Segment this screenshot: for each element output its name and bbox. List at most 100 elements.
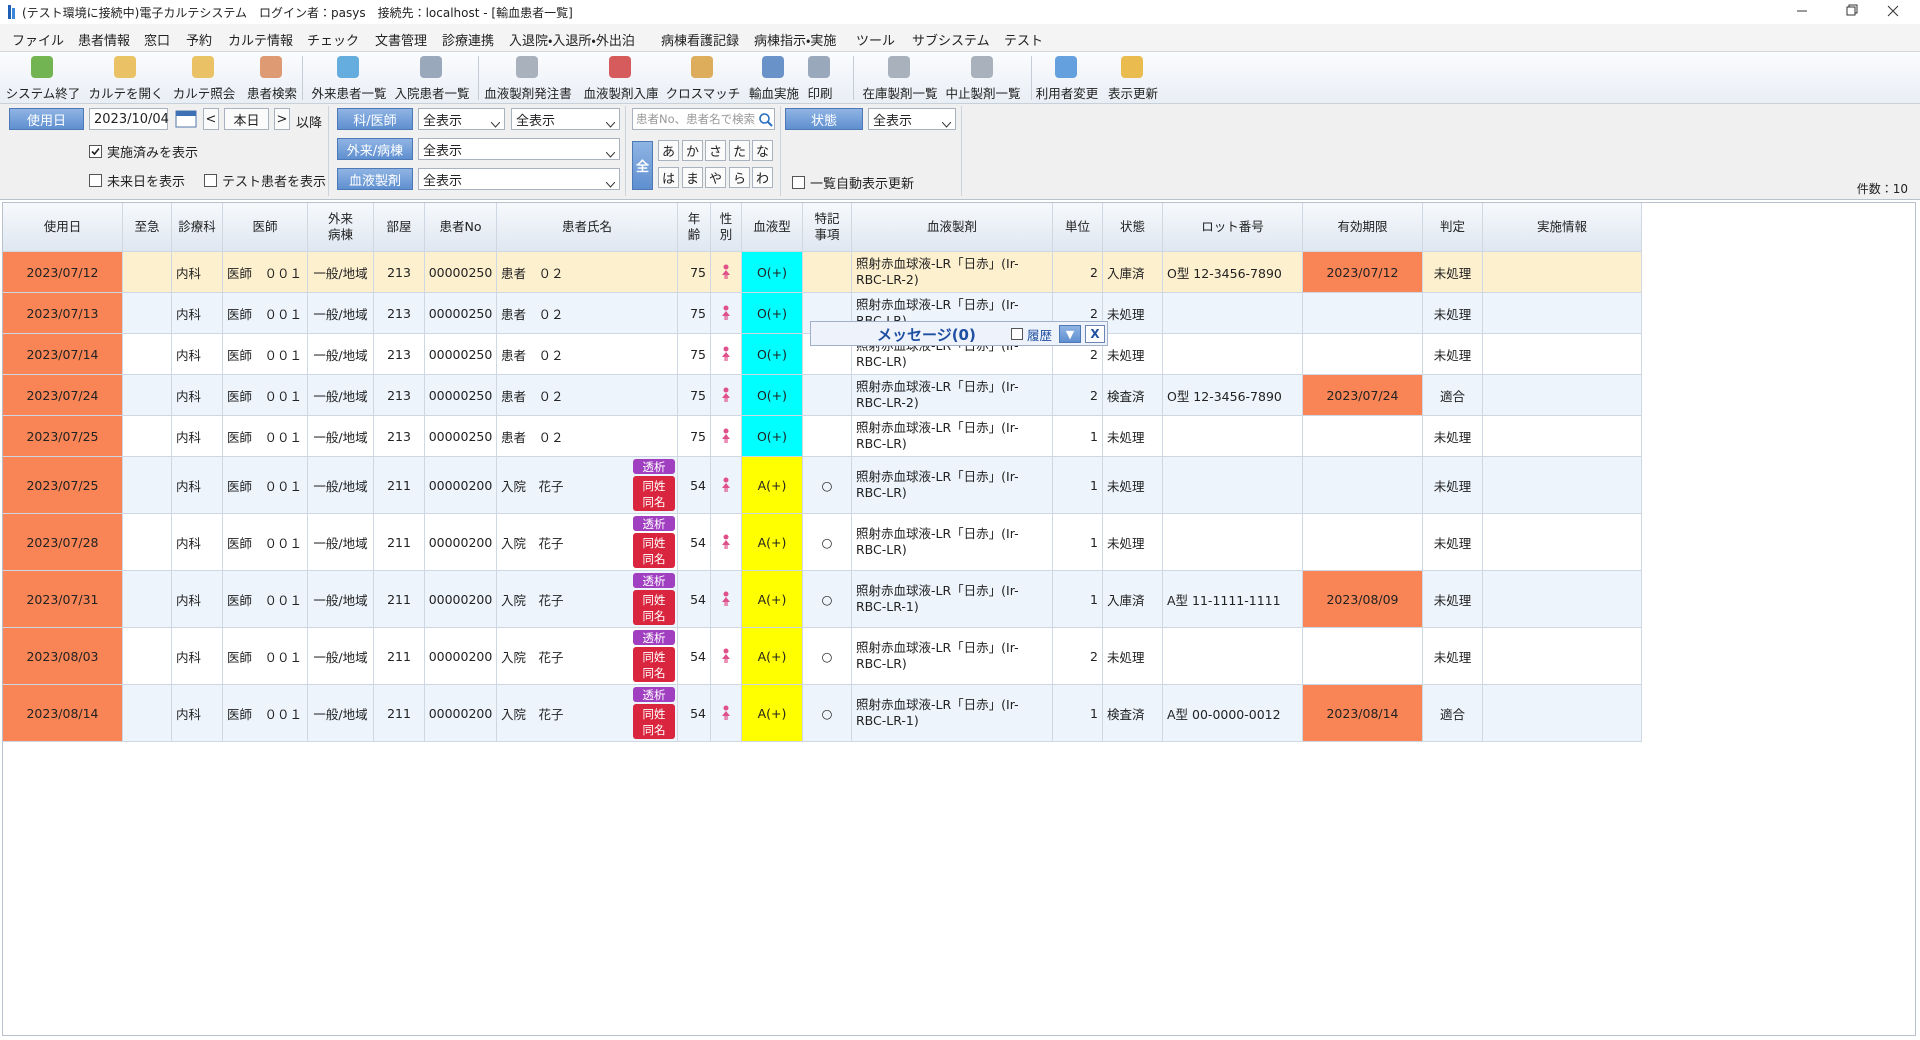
- menu-item[interactable]: ツール: [856, 34, 896, 49]
- history-checkbox[interactable]: 履歴: [1011, 326, 1053, 343]
- column-header[interactable]: 血液製剤: [852, 203, 1053, 252]
- ward-text: 一般/地域: [313, 592, 368, 608]
- column-header[interactable]: 特記 事項: [803, 203, 852, 252]
- toolbar-button[interactable]: 外来患者一覧: [307, 54, 391, 102]
- column-header[interactable]: 血液型: [742, 203, 803, 252]
- menu-item[interactable]: チェック: [307, 34, 360, 49]
- column-header[interactable]: ロット番号: [1163, 203, 1303, 252]
- judgment-text: 未処理: [1433, 592, 1472, 608]
- menu-item[interactable]: 文書管理: [375, 34, 428, 49]
- window-controls[interactable]: [1790, 0, 1920, 24]
- column-header[interactable]: 使用日: [3, 203, 123, 252]
- kana-all-button[interactable]: 全: [632, 141, 653, 190]
- filter-button[interactable]: 血液製剤: [337, 168, 413, 190]
- small-button[interactable]: ら: [729, 167, 750, 188]
- toolbar-button[interactable]: カルテを開く: [84, 54, 168, 102]
- table-cell: 一般/地域: [308, 375, 374, 416]
- toolbar-button[interactable]: 患者検索: [230, 54, 314, 102]
- toolbar-button[interactable]: 印刷: [778, 54, 862, 102]
- small-button[interactable]: >: [274, 108, 290, 130]
- small-button[interactable]: な: [752, 140, 773, 161]
- small-button[interactable]: 本日: [224, 108, 269, 130]
- column-header[interactable]: 年 齢: [678, 203, 711, 252]
- select-box[interactable]: 全表示: [868, 108, 956, 130]
- filter-button[interactable]: 科/医師: [337, 108, 413, 130]
- menu-item[interactable]: 窓口: [144, 34, 171, 49]
- toolbar-button[interactable]: 利用者変更: [1025, 54, 1109, 102]
- checkbox[interactable]: 実施済みを表示: [89, 143, 198, 161]
- menu-item[interactable]: カルテ情報: [228, 34, 294, 49]
- checkbox-label: 履歴: [1027, 327, 1053, 343]
- toolbar-button[interactable]: 中止製剤一覧: [941, 54, 1025, 102]
- menu-item[interactable]: 予約: [186, 34, 213, 49]
- small-button[interactable]: <: [203, 108, 219, 130]
- special-text: ○: [821, 477, 833, 493]
- column-header[interactable]: 性 別: [711, 203, 742, 252]
- column-header[interactable]: 医師: [223, 203, 308, 252]
- checkbox[interactable]: 未来日を表示: [89, 172, 185, 190]
- toolbar-button[interactable]: 在庫製剤一覧: [858, 54, 942, 102]
- column-header[interactable]: 判定: [1423, 203, 1483, 252]
- judgment-text: 未処理: [1433, 649, 1472, 665]
- select-box[interactable]: 全表示: [418, 168, 620, 190]
- date-input[interactable]: 2023/10/04: [89, 108, 169, 130]
- menu-item[interactable]: 患者情報: [78, 34, 131, 49]
- status-text: 未処理: [1107, 535, 1145, 551]
- small-button[interactable]: た: [729, 140, 750, 161]
- filter-button[interactable]: 使用日: [9, 108, 84, 130]
- table-cell: 医師 ００１: [223, 628, 308, 685]
- column-header[interactable]: 部屋: [374, 203, 425, 252]
- toolbar-button[interactable]: クロスマッチ: [661, 54, 745, 102]
- menu-item[interactable]: サブシステム: [912, 34, 990, 49]
- small-button[interactable]: あ: [658, 140, 679, 161]
- filter-button[interactable]: 外来/病棟: [337, 138, 413, 160]
- column-header[interactable]: 状態: [1103, 203, 1163, 252]
- menu-item[interactable]: 診療連携: [442, 34, 495, 49]
- toolbar-button[interactable]: 表示更新: [1091, 54, 1175, 102]
- name-text: 入院 花子: [501, 535, 564, 551]
- small-button[interactable]: さ: [705, 140, 726, 161]
- column-header[interactable]: 患者氏名: [497, 203, 678, 252]
- select-box[interactable]: 全表示: [511, 108, 620, 130]
- date-text: 2023/07/14: [26, 346, 99, 362]
- small-button[interactable]: や: [705, 167, 726, 188]
- menu-item[interactable]: 病棟看護記録: [661, 34, 740, 49]
- select-box[interactable]: 全表示: [418, 138, 620, 160]
- column-header[interactable]: 有効期限: [1303, 203, 1423, 252]
- close-button[interactable]: X: [1085, 325, 1105, 343]
- filter-button[interactable]: 状態: [785, 108, 863, 130]
- toolbar-button[interactable]: 血液製剤入庫: [579, 54, 663, 102]
- column-header[interactable]: 診療科: [172, 203, 223, 252]
- toolbar-button[interactable]: 輸血実施: [732, 54, 816, 102]
- toolbar-label: 中止製剤一覧: [945, 86, 1021, 101]
- checkbox[interactable]: 一覧自動表示更新: [792, 174, 914, 192]
- select-box[interactable]: 全表示: [418, 108, 505, 130]
- small-button[interactable]: か: [682, 140, 703, 161]
- search-box[interactable]: 患者No、患者名で検索: [632, 108, 775, 130]
- small-button[interactable]: は: [658, 167, 679, 188]
- menu-item[interactable]: ファイル: [12, 34, 65, 49]
- column-header[interactable]: 患者No: [425, 203, 497, 252]
- column-header[interactable]: 至急: [123, 203, 172, 252]
- table-cell: ○: [803, 628, 852, 685]
- menu-item[interactable]: 病棟指示・実施: [754, 34, 837, 49]
- table-cell: 内科: [172, 252, 223, 293]
- toggle-button[interactable]: ▼: [1059, 325, 1081, 343]
- small-button[interactable]: わ: [752, 167, 773, 188]
- table-cell: 入院 花子 透析 同姓 同名: [497, 514, 678, 571]
- table-cell: 75: [678, 375, 711, 416]
- column-header[interactable]: 単位: [1053, 203, 1103, 252]
- female-icon: [722, 428, 730, 443]
- menu-item[interactable]: テスト: [1004, 34, 1044, 49]
- checkbox[interactable]: テスト患者を表示: [204, 172, 326, 190]
- column-header[interactable]: 外来 病棟: [308, 203, 374, 252]
- toolbar-button[interactable]: 血液製剤発注書: [484, 54, 572, 102]
- calendar-button[interactable]: [175, 109, 197, 129]
- column-header[interactable]: 実施情報: [1483, 203, 1642, 252]
- toolbar-button[interactable]: 入院患者一覧: [390, 54, 474, 102]
- unit-text: 1: [1090, 534, 1098, 550]
- toolbar-button[interactable]: システム終了: [1, 54, 85, 102]
- menu-item[interactable]: 入退院・入退所・外出泊: [509, 34, 635, 49]
- toolbar-button[interactable]: カルテ照会: [162, 54, 246, 102]
- small-button[interactable]: ま: [682, 167, 703, 188]
